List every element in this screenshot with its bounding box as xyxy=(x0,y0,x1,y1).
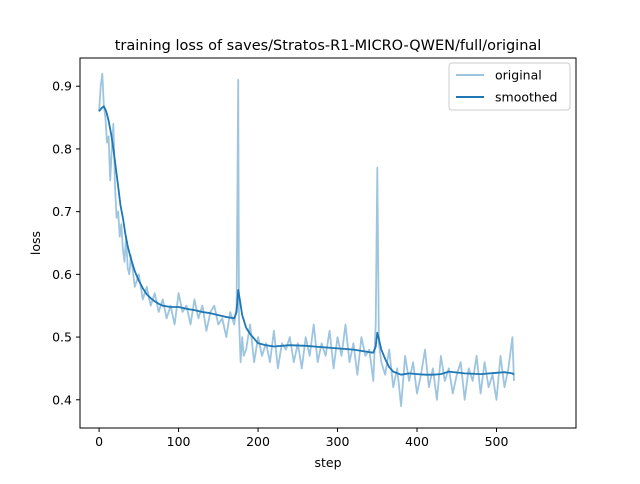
plot-frame xyxy=(79,57,577,429)
y-tick-label: 0.7 xyxy=(52,204,72,219)
series-line-smoothed xyxy=(98,105,515,376)
legend-label-smoothed: smoothed xyxy=(495,90,557,105)
legend: original smoothed xyxy=(448,62,571,111)
x-tick-label: 0 xyxy=(95,434,103,449)
x-tick-label: 100 xyxy=(167,434,191,449)
series-line-original xyxy=(98,72,515,407)
axis-ticks: 0 100 200 300 400 500 0.4 0.5 0.6 0.7 0.8 0.9 xyxy=(52,79,508,449)
y-tick-label: 0.6 xyxy=(52,267,72,282)
x-tick-label: 300 xyxy=(326,434,350,449)
x-axis-label: step xyxy=(314,455,341,470)
y-axis-label: loss xyxy=(28,231,43,255)
y-tick-label: 0.4 xyxy=(52,392,72,407)
legend-label-original: original xyxy=(495,68,542,83)
y-tick-label: 0.8 xyxy=(52,141,72,156)
y-tick-label: 0.9 xyxy=(52,79,72,94)
chart-title: training loss of saves/Stratos-R1-MICRO-… xyxy=(115,38,542,54)
plot-area xyxy=(98,72,515,407)
y-tick-label: 0.5 xyxy=(52,330,72,345)
x-tick-label: 500 xyxy=(485,434,509,449)
x-tick-label: 400 xyxy=(405,434,429,449)
x-tick-label: 200 xyxy=(246,434,270,449)
